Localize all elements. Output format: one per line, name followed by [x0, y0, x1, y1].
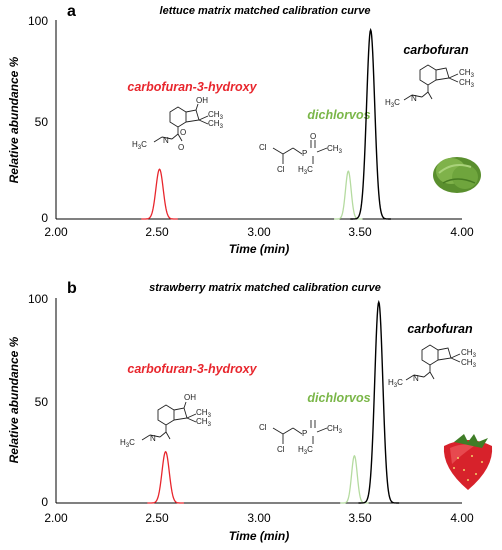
panel-a-xtick-3-00: 3.00 [247, 225, 271, 239]
chem-n-a: N [163, 136, 169, 145]
panel-a-structure-carbofuran-3-hydroxy [153, 103, 209, 143]
lettuce-image [433, 157, 481, 193]
panel-b-peak-dichlorvos [340, 454, 369, 504]
panel-a-x-label: Time (min) [229, 242, 289, 256]
panel-letter-a: a [67, 3, 76, 20]
panel-a-title: lettuce matrix matched calibration curve [160, 5, 371, 17]
panel-a-structure-dichlorvos [272, 140, 328, 164]
chem-ch3-a4: CH3 [459, 68, 475, 79]
panel-a-xtick-4-00: 4.00 [450, 225, 474, 239]
chem-h3c-b2: H3C [298, 445, 313, 456]
panel-a-peak-carbofuran [350, 27, 391, 220]
panel-a-peak-dichlorvos [334, 170, 363, 220]
panel-b-label-dichlorvos: dichlorvos [307, 391, 370, 405]
chem-ch3-b2: CH3 [196, 417, 212, 428]
panel-a-xtick-2-00: 2.00 [44, 225, 68, 239]
panel-a-xtick-3-50: 3.50 [348, 225, 372, 239]
chem-h3c-b3: H3C [388, 378, 403, 389]
panel-letter-b: b [67, 280, 77, 297]
panel-b-xtick-3-00: 3.00 [247, 511, 271, 525]
panel-b-structure-carbofuran [405, 344, 461, 381]
panel-b-peak-carbofuran-3-hydroxy [147, 450, 184, 504]
chem-ch3-b4: CH3 [461, 348, 477, 359]
panel-b-chem-labels: OH CH3 CH3 H3C N [120, 393, 212, 449]
chem-cl-b2: Cl [277, 445, 285, 454]
chem-ch3-a1: CH3 [208, 110, 224, 121]
chem-n-a2: N [411, 94, 417, 103]
panel-b-ytick-100: 100 [28, 292, 48, 306]
chem-ch3-a3: CH3 [327, 144, 343, 155]
panel-b-ytick-0: 0 [41, 495, 48, 509]
panel-b-xtick-3-50: 3.50 [348, 511, 372, 525]
chem-p-a: P [302, 149, 307, 158]
panel-b-ytick-50: 50 [35, 395, 49, 409]
panel-b: b strawberry matrix matched calibration … [7, 280, 493, 543]
panel-b-title: strawberry matrix matched calibration cu… [149, 282, 381, 294]
chem-h3c-b: H3C [120, 438, 135, 449]
strawberry-image [443, 434, 493, 490]
panel-a-ytick-100: 100 [28, 14, 48, 28]
chem-o-a2: O [178, 143, 184, 152]
chem-h3c-a2: H3C [298, 165, 313, 176]
chem-oh-b: OH [184, 393, 196, 402]
panel-b-x-label: Time (min) [229, 529, 289, 543]
chem-ch3-a5: CH3 [459, 78, 475, 89]
panel-a-ytick-50: 50 [35, 115, 49, 129]
panel-a-chem-labels-carbofuran: CH3 CH3 H3C N [385, 68, 475, 109]
panel-b-label-carbofuran-3-hydroxy: carbofuran-3-hydroxy [127, 362, 257, 376]
chem-oh: OH [196, 96, 208, 105]
panel-a-label-dichlorvos: dichlorvos [307, 108, 370, 122]
chem-p-b: P [302, 429, 307, 438]
chem-n-b: N [150, 434, 156, 443]
panel-a-series [141, 27, 391, 220]
chem-n-b2: N [413, 374, 419, 383]
chem-h3c-a3: H3C [385, 98, 400, 109]
panel-b-chem-labels-carbofuran: CH3 CH3 H3C N [388, 348, 477, 389]
chem-ch3-b5: CH3 [461, 358, 477, 369]
panel-b-xtick-4-00: 4.00 [450, 511, 474, 525]
chem-o-a1: O [180, 128, 186, 137]
panel-a-chem-labels: OH CH3 CH3 O H3C N O [132, 96, 224, 152]
panel-a-label-carbofuran: carbofuran [403, 43, 469, 57]
panel-b-peak-carbofuran [358, 299, 400, 504]
chem-ch3-a2: CH3 [208, 119, 224, 130]
chem-cl-b1: Cl [259, 423, 267, 432]
panel-a-label-carbofuran-3-hydroxy: carbofuran-3-hydroxy [127, 80, 257, 94]
panel-b-chem-labels-dichlorvos: Cl Cl P CH3 H3C [259, 423, 343, 456]
panel-b-xtick-2-50: 2.50 [145, 511, 169, 525]
chem-ch3-b3: CH3 [327, 424, 343, 435]
panel-b-label-carbofuran: carbofuran [407, 322, 473, 336]
panel-a-y-label: Relative abundance % [7, 56, 21, 183]
panel-b-y-label: Relative abundance % [7, 336, 21, 463]
chem-cl-a2: Cl [277, 165, 285, 174]
panel-b-series [147, 299, 400, 504]
panel-a-structure-carbofuran [403, 64, 459, 101]
panel-b-xtick-2-00: 2.00 [44, 511, 68, 525]
panel-a-chem-labels-dichlorvos: Cl Cl P O CH3 H3C [259, 132, 343, 176]
panel-b-structure-carbofuran-3-hydroxy [141, 401, 197, 441]
panel-a: a lettuce matrix matched calibration cur… [7, 3, 481, 256]
chem-o-a3: O [310, 132, 316, 141]
chem-h3c-a: H3C [132, 140, 147, 151]
chem-cl-a1: Cl [259, 143, 267, 152]
panel-a-peak-carbofuran-3-hydroxy [141, 168, 178, 220]
panel-a-ytick-0: 0 [41, 211, 48, 225]
chem-ch3-b1: CH3 [196, 408, 212, 419]
panel-a-xtick-2-50: 2.50 [145, 225, 169, 239]
panel-b-structure-dichlorvos [272, 420, 328, 444]
